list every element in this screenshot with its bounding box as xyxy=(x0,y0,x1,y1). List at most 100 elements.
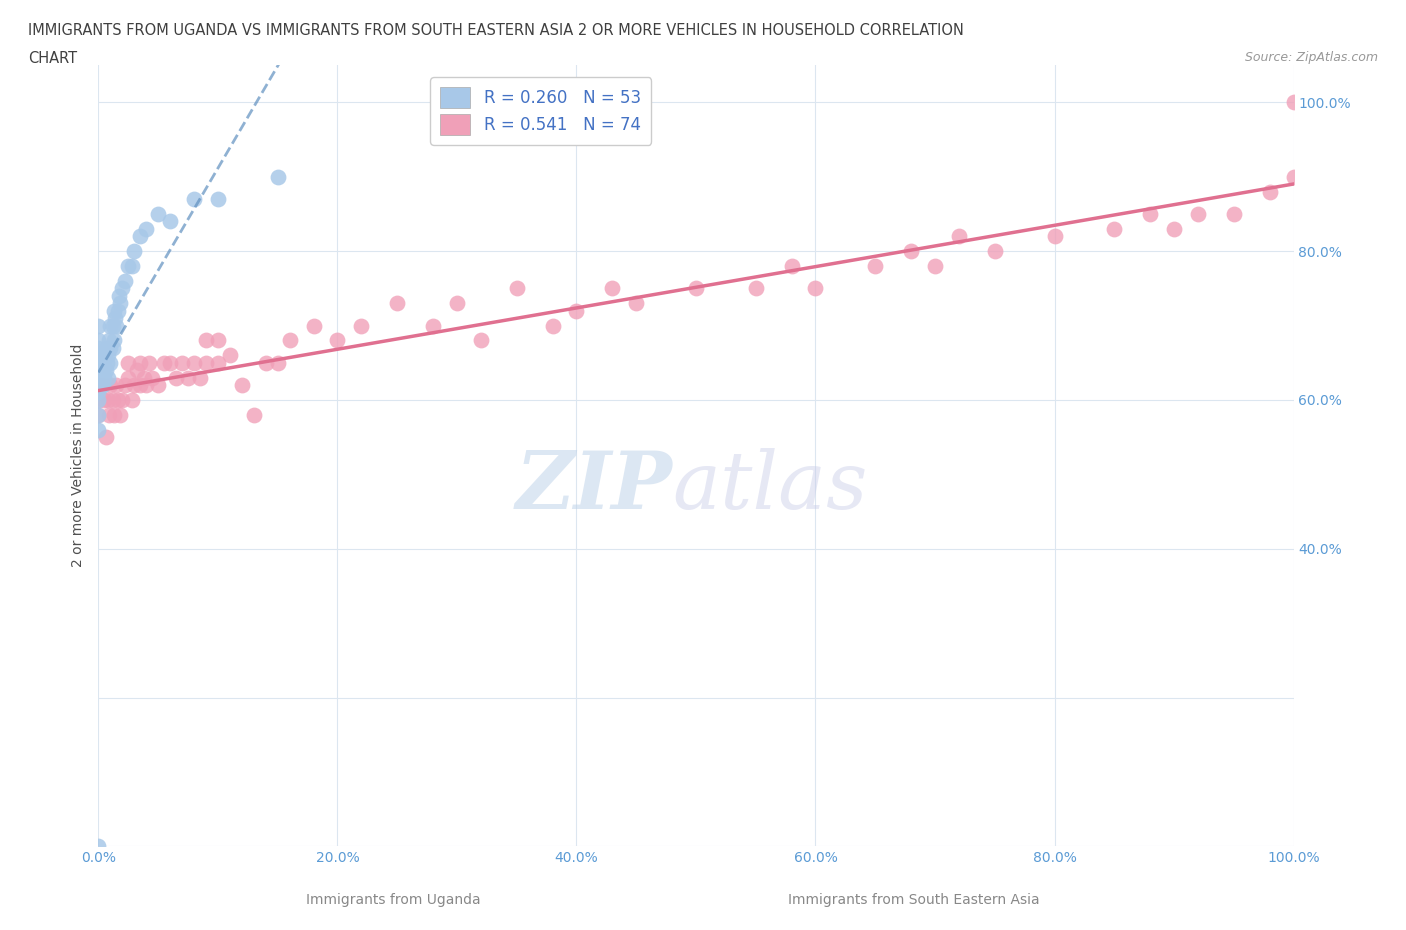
Point xyxy=(91,363,114,378)
Point xyxy=(117,259,139,273)
Point xyxy=(111,392,134,407)
Point xyxy=(984,244,1007,259)
Point xyxy=(1258,184,1281,199)
Point xyxy=(124,378,146,392)
Point xyxy=(165,370,187,385)
Point xyxy=(107,392,129,407)
Point xyxy=(302,318,325,333)
Point xyxy=(101,392,124,407)
Text: Source: ZipAtlas.com: Source: ZipAtlas.com xyxy=(1244,51,1378,64)
Point xyxy=(141,370,163,385)
Point xyxy=(243,407,266,422)
Point xyxy=(98,333,121,348)
Point xyxy=(87,839,110,854)
Point xyxy=(96,340,118,355)
Point xyxy=(87,407,110,422)
Point xyxy=(470,333,492,348)
Point xyxy=(148,206,170,221)
Text: ZIP: ZIP xyxy=(515,448,672,525)
Point xyxy=(124,244,146,259)
Point xyxy=(506,281,529,296)
Point xyxy=(114,378,136,392)
Point xyxy=(87,378,110,392)
Point xyxy=(207,355,229,370)
Point xyxy=(103,303,125,318)
Point xyxy=(117,370,139,385)
Point xyxy=(117,355,139,370)
Point xyxy=(94,363,117,378)
Point xyxy=(98,355,122,370)
Point xyxy=(98,378,122,392)
Point xyxy=(87,318,110,333)
Point xyxy=(207,333,229,348)
Point xyxy=(121,392,143,407)
Point xyxy=(105,318,128,333)
Point xyxy=(103,333,125,348)
Point xyxy=(87,385,110,400)
Point xyxy=(125,363,148,378)
Point xyxy=(135,378,157,392)
Point xyxy=(98,318,122,333)
Point xyxy=(91,378,114,392)
Point xyxy=(87,363,110,378)
Point xyxy=(159,214,181,229)
Point xyxy=(219,348,242,363)
Point xyxy=(626,296,648,311)
Point xyxy=(93,348,115,363)
Text: atlas: atlas xyxy=(672,448,868,525)
Point xyxy=(207,192,229,206)
Point xyxy=(565,303,588,318)
Point xyxy=(87,370,110,385)
Point xyxy=(863,259,887,273)
Point xyxy=(278,333,301,348)
Point xyxy=(132,370,155,385)
Point xyxy=(194,355,218,370)
Text: CHART: CHART xyxy=(28,51,77,66)
Point xyxy=(87,348,110,363)
Point xyxy=(900,244,922,259)
Point xyxy=(97,392,120,407)
Point xyxy=(188,370,211,385)
Point xyxy=(326,333,349,348)
Point xyxy=(135,221,157,236)
Point xyxy=(87,378,110,392)
Point xyxy=(1282,169,1305,184)
Point xyxy=(87,422,110,437)
Point xyxy=(98,340,122,355)
Point xyxy=(103,407,125,422)
Legend: R = 0.260   N = 53, R = 0.541   N = 74: R = 0.260 N = 53, R = 0.541 N = 74 xyxy=(430,77,651,145)
Point xyxy=(1043,229,1066,244)
Text: Immigrants from South Eastern Asia: Immigrants from South Eastern Asia xyxy=(789,893,1039,907)
Text: Immigrants from Uganda: Immigrants from Uganda xyxy=(307,893,481,907)
Point xyxy=(422,318,444,333)
Point xyxy=(107,303,129,318)
Point xyxy=(948,229,970,244)
Point xyxy=(87,407,110,422)
Point xyxy=(87,333,110,348)
Point xyxy=(87,355,110,370)
Point xyxy=(87,370,110,385)
Point xyxy=(177,370,200,385)
Point xyxy=(129,355,152,370)
Point xyxy=(138,355,160,370)
Point xyxy=(114,273,136,288)
Point xyxy=(1222,206,1246,221)
Point xyxy=(183,355,205,370)
Point xyxy=(93,370,115,385)
Point xyxy=(1163,221,1185,236)
Point xyxy=(267,355,290,370)
Point xyxy=(602,281,624,296)
Point xyxy=(96,355,118,370)
Text: IMMIGRANTS FROM UGANDA VS IMMIGRANTS FROM SOUTH EASTERN ASIA 2 OR MORE VEHICLES : IMMIGRANTS FROM UGANDA VS IMMIGRANTS FRO… xyxy=(28,23,965,38)
Point xyxy=(267,169,290,184)
Point xyxy=(745,281,768,296)
Point xyxy=(91,378,114,392)
Y-axis label: 2 or more Vehicles in Household: 2 or more Vehicles in Household xyxy=(72,344,86,567)
Point xyxy=(101,318,124,333)
Point xyxy=(685,281,707,296)
Point xyxy=(101,340,124,355)
Point xyxy=(108,407,131,422)
Point xyxy=(107,288,129,303)
Point xyxy=(153,355,176,370)
Point xyxy=(159,355,181,370)
